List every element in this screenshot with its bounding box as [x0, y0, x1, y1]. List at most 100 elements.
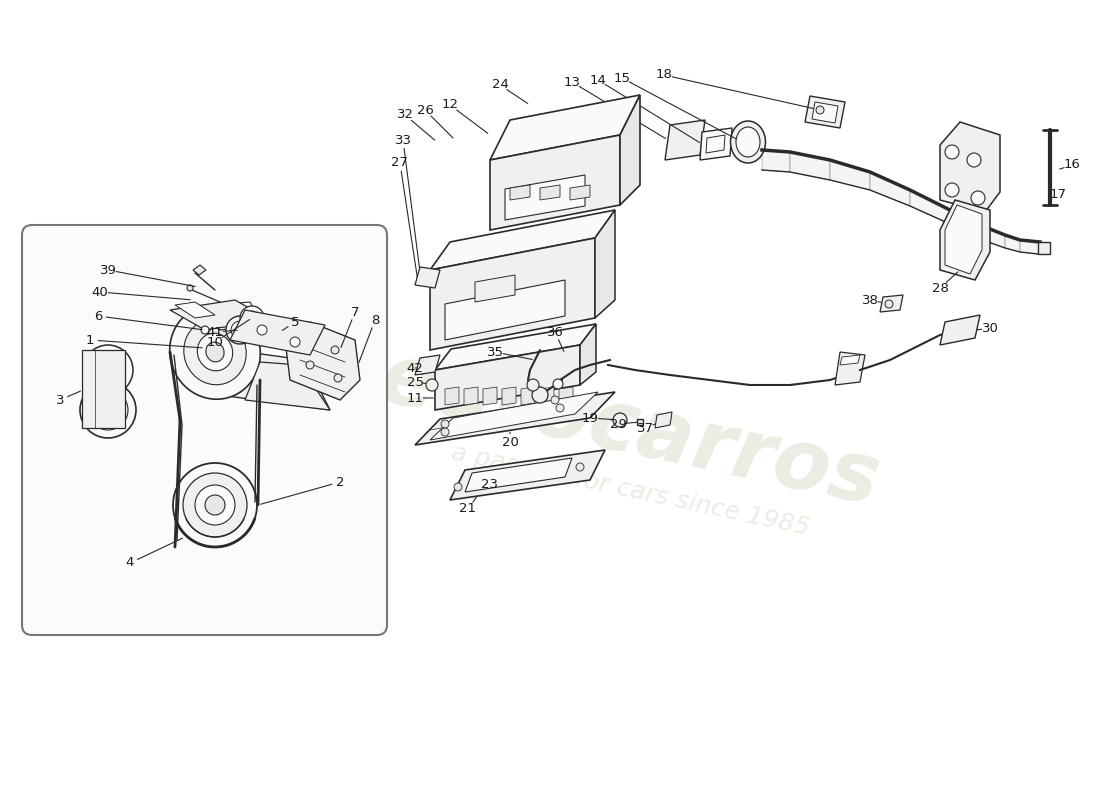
Text: 41: 41: [207, 326, 223, 338]
Circle shape: [532, 387, 548, 403]
Text: 14: 14: [590, 74, 606, 86]
Polygon shape: [170, 300, 270, 330]
Text: 4: 4: [125, 557, 134, 570]
Polygon shape: [830, 160, 870, 190]
Polygon shape: [245, 362, 330, 410]
Circle shape: [426, 379, 438, 391]
Polygon shape: [450, 450, 605, 500]
Text: 18: 18: [656, 69, 672, 82]
Text: 39: 39: [100, 263, 117, 277]
Circle shape: [88, 390, 128, 430]
Circle shape: [420, 275, 430, 285]
Ellipse shape: [184, 319, 246, 385]
Circle shape: [183, 473, 248, 537]
Polygon shape: [82, 350, 125, 428]
Polygon shape: [415, 355, 440, 375]
Circle shape: [257, 325, 267, 335]
Polygon shape: [230, 310, 324, 355]
Ellipse shape: [197, 333, 233, 371]
Circle shape: [418, 366, 426, 374]
Text: 23: 23: [482, 478, 498, 490]
Polygon shape: [446, 387, 459, 405]
Text: 32: 32: [396, 109, 414, 122]
FancyBboxPatch shape: [22, 225, 387, 635]
Text: 29: 29: [609, 418, 626, 430]
Text: 19: 19: [582, 411, 598, 425]
Polygon shape: [521, 387, 535, 405]
Ellipse shape: [736, 127, 760, 157]
Text: 6: 6: [94, 310, 102, 322]
Polygon shape: [706, 135, 725, 153]
Circle shape: [91, 353, 125, 387]
Text: 11: 11: [407, 391, 424, 405]
Circle shape: [240, 306, 264, 330]
Text: 17: 17: [1049, 189, 1067, 202]
Polygon shape: [475, 275, 515, 302]
Polygon shape: [700, 128, 732, 160]
Circle shape: [201, 326, 209, 334]
Circle shape: [195, 485, 235, 525]
Polygon shape: [510, 185, 530, 200]
Text: 7: 7: [351, 306, 360, 318]
Polygon shape: [1038, 242, 1050, 254]
Text: 30: 30: [981, 322, 999, 334]
Ellipse shape: [730, 121, 766, 163]
Circle shape: [231, 321, 249, 339]
Polygon shape: [464, 387, 478, 405]
Polygon shape: [666, 120, 705, 160]
Polygon shape: [465, 458, 572, 492]
Polygon shape: [190, 305, 260, 330]
Circle shape: [290, 337, 300, 347]
Text: 42: 42: [407, 362, 424, 374]
Polygon shape: [540, 387, 554, 405]
Polygon shape: [812, 102, 838, 123]
Circle shape: [82, 345, 133, 395]
Circle shape: [173, 463, 257, 547]
Polygon shape: [835, 352, 865, 385]
Polygon shape: [505, 175, 585, 220]
Polygon shape: [880, 295, 903, 312]
Polygon shape: [490, 95, 640, 160]
Polygon shape: [595, 210, 615, 318]
Text: 40: 40: [91, 286, 109, 298]
Polygon shape: [285, 322, 360, 400]
Text: 33: 33: [395, 134, 411, 146]
Polygon shape: [214, 302, 260, 323]
Circle shape: [454, 483, 462, 491]
Polygon shape: [940, 315, 980, 345]
Text: 24: 24: [492, 78, 508, 91]
Polygon shape: [502, 387, 516, 405]
Text: 2: 2: [336, 475, 344, 489]
Text: 36: 36: [547, 326, 563, 338]
Circle shape: [886, 300, 893, 308]
Polygon shape: [483, 387, 497, 405]
Circle shape: [967, 153, 981, 167]
Polygon shape: [980, 225, 1005, 248]
Circle shape: [334, 374, 342, 382]
Polygon shape: [790, 152, 830, 180]
Polygon shape: [490, 135, 620, 230]
Circle shape: [331, 346, 339, 354]
Text: 5: 5: [290, 315, 299, 329]
Text: 25: 25: [407, 375, 424, 389]
Circle shape: [551, 396, 559, 404]
Text: 1: 1: [86, 334, 95, 346]
Polygon shape: [762, 150, 790, 172]
Text: 35: 35: [486, 346, 504, 358]
Ellipse shape: [169, 305, 261, 399]
Text: 12: 12: [441, 98, 459, 111]
Circle shape: [80, 382, 136, 438]
Circle shape: [556, 404, 564, 412]
Text: 26: 26: [417, 103, 433, 117]
Polygon shape: [654, 412, 672, 428]
Polygon shape: [430, 210, 615, 270]
Polygon shape: [1005, 235, 1020, 252]
Text: 15: 15: [614, 71, 630, 85]
Circle shape: [441, 428, 449, 436]
Circle shape: [553, 379, 563, 389]
Circle shape: [205, 495, 225, 515]
Circle shape: [576, 463, 584, 471]
Polygon shape: [580, 324, 596, 385]
Circle shape: [99, 361, 117, 379]
Circle shape: [187, 285, 192, 291]
